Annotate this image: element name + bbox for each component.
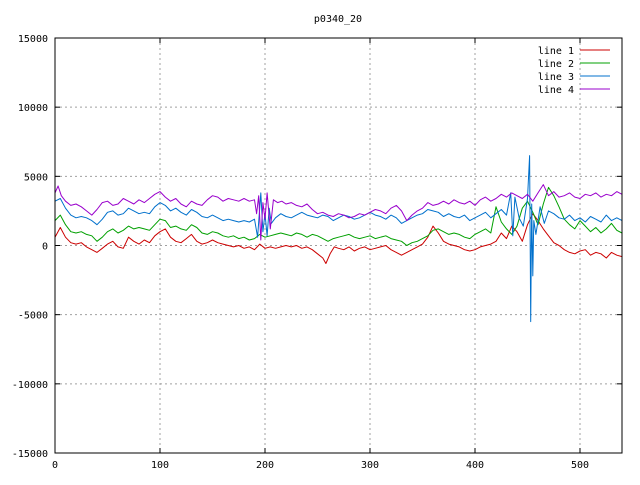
y-tick-label: 0 (42, 242, 48, 253)
legend-label: line 2 (538, 59, 574, 70)
y-tick-label: -15000 (12, 449, 48, 460)
y-tick-label: -10000 (12, 380, 48, 391)
series-line-3 (54, 155, 623, 323)
legend-label: line 4 (538, 85, 574, 96)
y-tick-label: 10000 (18, 103, 48, 114)
legend: line 1 line 2 line 3 line 4 (538, 46, 610, 96)
series-layer (54, 155, 623, 323)
grid (55, 38, 622, 453)
x-tick-label: 500 (571, 460, 589, 471)
y-tick-label: -5000 (18, 311, 48, 322)
x-tick-label: 100 (151, 460, 169, 471)
legend-label: line 3 (538, 72, 574, 83)
series-line-1 (54, 213, 623, 264)
y-tick-label: 5000 (24, 172, 48, 183)
x-tick-label: 0 (52, 460, 58, 471)
series-line-2 (54, 186, 623, 246)
chart-title: p0340_20 (314, 14, 362, 25)
legend-label: line 1 (538, 46, 574, 57)
x-tick-label: 300 (361, 460, 379, 471)
y-tick-label: 15000 (18, 34, 48, 45)
x-tick-label: 200 (256, 460, 274, 471)
series-line-4 (54, 184, 623, 241)
x-tick-label: 400 (466, 460, 484, 471)
ticks: 0 100 200 300 400 500 15000 10000 5000 0 -5000 -100… (12, 34, 622, 471)
